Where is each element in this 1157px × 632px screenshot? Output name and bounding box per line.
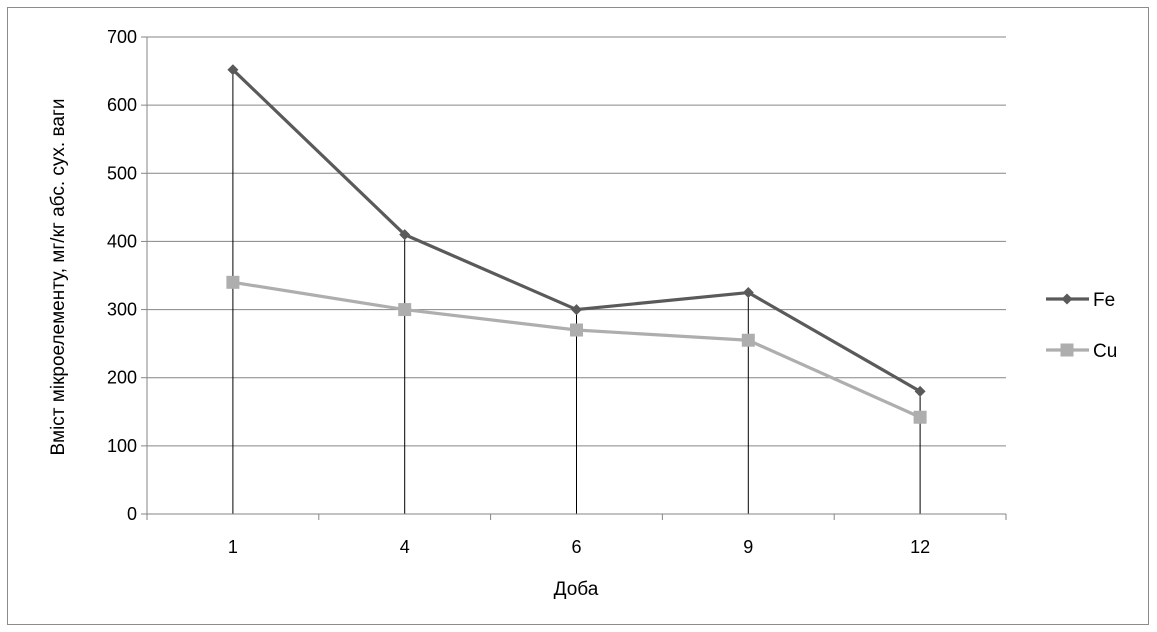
data-point-fe	[914, 385, 926, 397]
series-layer	[226, 64, 927, 424]
y-tick-label: 100	[107, 436, 137, 456]
series-fe	[227, 64, 926, 397]
data-point-fe	[742, 287, 754, 299]
axes	[146, 37, 1007, 520]
x-tick-label: 6	[571, 537, 581, 557]
y-tick-label: 700	[107, 27, 137, 47]
data-point-cu	[741, 333, 755, 347]
y-tick-label: 0	[127, 504, 137, 524]
data-point-fe	[571, 304, 582, 316]
data-point-fe	[399, 229, 411, 241]
y-tick-label: 300	[107, 300, 137, 320]
gridlines	[141, 36, 1006, 515]
legend-item-cu: Cu	[1046, 341, 1117, 362]
data-point-cu	[226, 275, 240, 289]
x-tick-label: 9	[743, 537, 753, 557]
legend-label-fe: Fe	[1093, 290, 1115, 311]
y-axis-label: Вміст мікроелементу, мг/кг абс. сух. ваг…	[48, 99, 69, 456]
legend: Fe Cu	[1046, 290, 1117, 362]
legend-marker-fe	[1061, 293, 1073, 305]
legend-marker-cu	[1060, 343, 1074, 357]
y-tick-label: 400	[107, 231, 137, 251]
x-tick-label: 4	[400, 537, 410, 557]
data-point-fe	[227, 64, 239, 76]
legend-item-fe: Fe	[1046, 290, 1115, 311]
y-tick-label: 600	[107, 95, 137, 115]
legend-label-cu: Cu	[1093, 341, 1117, 362]
data-point-cu	[398, 303, 412, 317]
y-tick-labels: 0 100 200 300 400 500 600 700	[107, 27, 137, 524]
data-point-cu	[570, 323, 583, 337]
x-tick-labels: 1 4 6 9 12	[228, 537, 930, 557]
data-point-cu	[913, 410, 927, 424]
drop-lines	[232, 69, 921, 514]
y-tick-label: 200	[107, 368, 137, 388]
x-tick-label: 12	[910, 537, 930, 557]
series-cu	[226, 275, 927, 424]
y-tick-label: 500	[107, 163, 137, 183]
x-tick-label: 1	[228, 537, 238, 557]
chart-frame	[7, 7, 1149, 625]
x-axis-label: Доба	[554, 579, 599, 600]
